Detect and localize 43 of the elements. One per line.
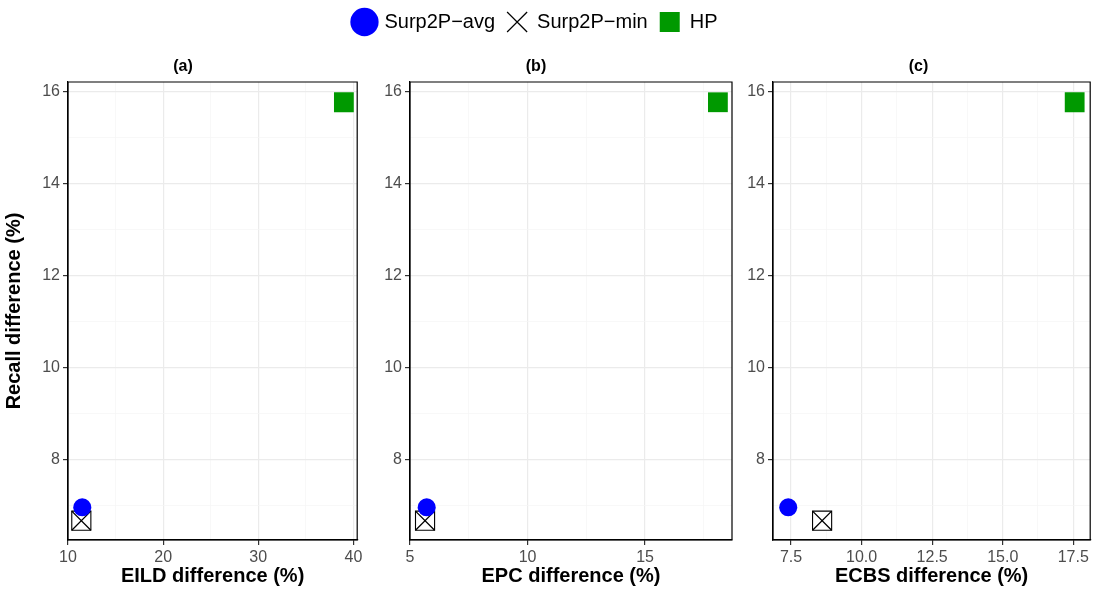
y-axis-title: Recall difference (%) xyxy=(1,212,24,410)
point xyxy=(1064,92,1085,113)
point xyxy=(73,498,92,517)
point xyxy=(708,92,728,113)
x-tick-label: 20 xyxy=(154,548,173,566)
y-tick-label: 10 xyxy=(747,357,766,375)
y-tick-label: 14 xyxy=(384,173,403,191)
x-tick-label: 15.0 xyxy=(987,548,1019,566)
y-tick-label: 8 xyxy=(51,449,61,467)
x-tick-label: 40 xyxy=(344,548,363,566)
point xyxy=(417,498,436,517)
point xyxy=(333,92,354,113)
chart-title: (a) xyxy=(173,56,193,74)
y-tick-label: 16 xyxy=(42,81,61,99)
x-tick-label: 7.5 xyxy=(779,548,803,566)
chart-title: (b) xyxy=(525,56,547,74)
y-tick-label: 16 xyxy=(747,81,766,99)
y-tick-label: 12 xyxy=(747,265,766,283)
x-tick-label: 12.5 xyxy=(916,548,948,566)
x-tick-label: 10 xyxy=(518,548,537,566)
x-tick-label: 17.5 xyxy=(1057,548,1089,566)
x-tick-label: 10 xyxy=(59,548,77,566)
x-axis-title: ECBS difference (%) xyxy=(834,563,1029,586)
legend-label: Surp2P−avg xyxy=(384,9,496,32)
y-tick-label: 10 xyxy=(42,357,61,375)
x-tick-label: 10.0 xyxy=(846,548,878,566)
chart-title: (c) xyxy=(908,56,929,74)
y-tick-label: 8 xyxy=(393,449,403,467)
x-tick-label: 30 xyxy=(249,548,268,566)
y-tick-label: 12 xyxy=(42,265,61,283)
legend-label: HP xyxy=(689,9,718,32)
x-tick-label: 15 xyxy=(636,548,655,566)
y-tick-label: 14 xyxy=(747,173,766,191)
point xyxy=(779,498,798,517)
y-tick-label: 10 xyxy=(384,357,403,375)
legend-label: Surp2P−min xyxy=(537,9,648,32)
y-tick-label: 8 xyxy=(756,449,766,467)
x-tick-label: 5 xyxy=(405,548,415,566)
y-tick-label: 14 xyxy=(42,173,61,191)
y-tick-label: 16 xyxy=(384,81,403,99)
x-axis-title: EPC difference (%) xyxy=(481,563,661,586)
x-axis-title: EILD difference (%) xyxy=(120,563,305,586)
y-tick-label: 12 xyxy=(384,265,403,283)
